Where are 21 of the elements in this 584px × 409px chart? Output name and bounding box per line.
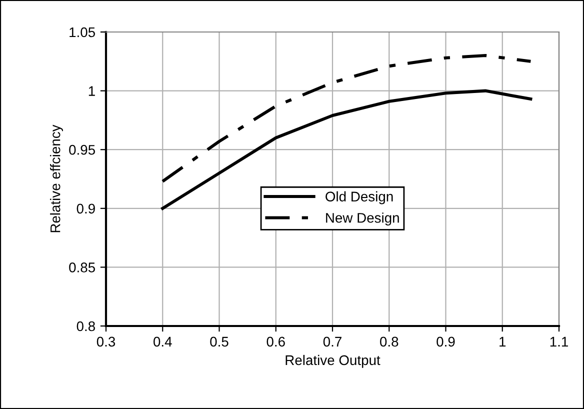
x-tick-label: 0.6: [266, 336, 285, 347]
y-tick-label: 0.8: [76, 321, 95, 332]
legend-label: New Design: [326, 212, 399, 226]
y-tick-label: 0.9: [76, 204, 95, 214]
y-tick-label: 0.85: [69, 262, 96, 272]
line-series: [161, 89, 532, 210]
y-tick-label: 1.05: [70, 27, 96, 38]
x-axis-title: Relative Output: [286, 354, 380, 368]
x-tick-label: 0.8: [380, 336, 398, 347]
x-tick-label: 0.3: [96, 336, 116, 347]
legend-label: Old Design: [326, 191, 393, 204]
x-tick-label: 0.9: [436, 336, 455, 347]
x-tick-label: 0.7: [323, 336, 342, 347]
y-tick-label: 0.95: [69, 144, 96, 155]
line-series: [161, 54, 532, 183]
y-axis-title: Relative effciency: [50, 124, 63, 232]
x-tick-label: 1: [500, 336, 506, 346]
x-tick-label: 0.4: [154, 336, 172, 347]
y-tick-label: 1: [88, 86, 95, 96]
x-tick-label: 1.1: [550, 336, 568, 346]
x-tick-label: 0.5: [210, 336, 228, 347]
